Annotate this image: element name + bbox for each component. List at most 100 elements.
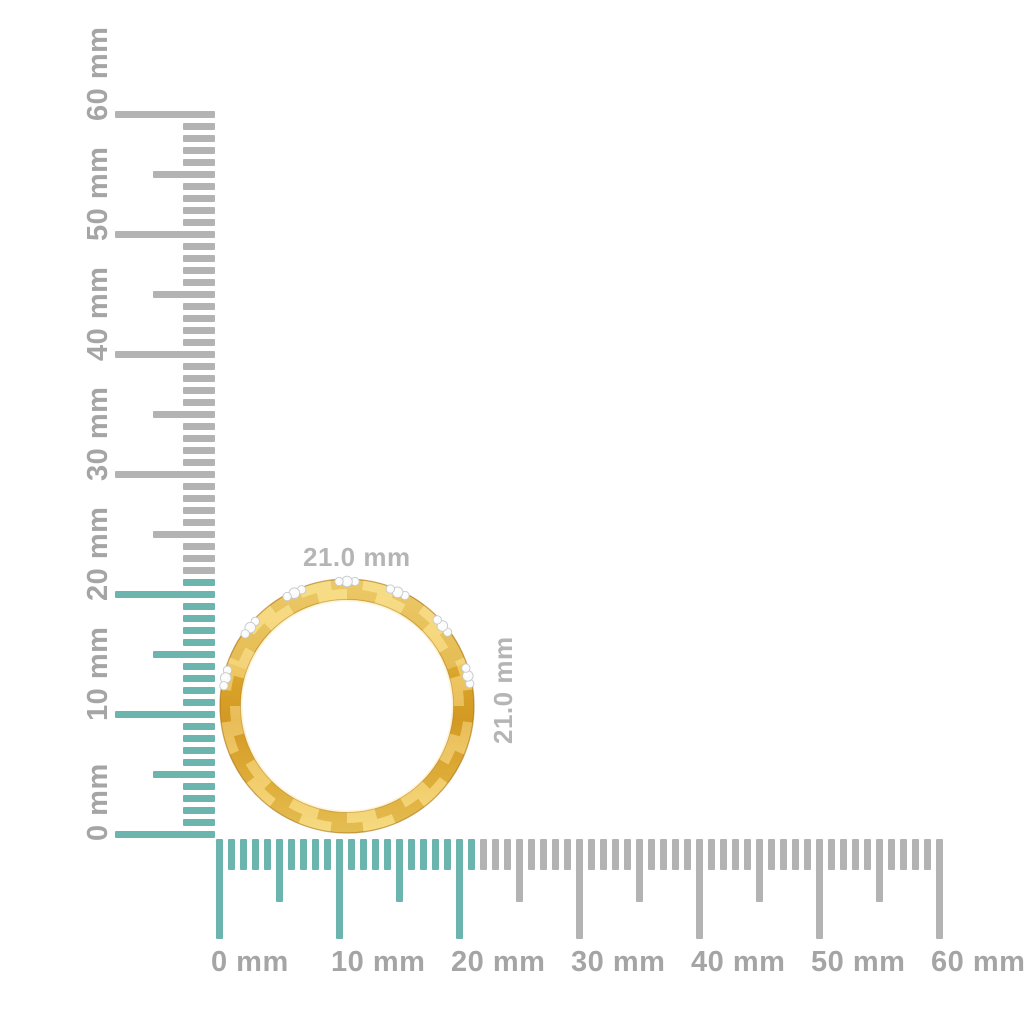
horizontal-ruler-tick bbox=[336, 839, 343, 939]
ring-facet bbox=[463, 689, 474, 723]
ring-facet bbox=[230, 706, 245, 737]
vertical-ruler-tick bbox=[115, 111, 215, 118]
vertical-ruler-tick bbox=[115, 471, 215, 478]
vertical-ruler-tick bbox=[183, 303, 215, 310]
diamond-sparkle bbox=[439, 622, 444, 628]
vertical-ruler-tick bbox=[183, 483, 215, 490]
vertical-ruler-tick bbox=[183, 159, 215, 166]
horizontal-ruler-tick bbox=[504, 839, 511, 870]
horizontal-ruler-tick bbox=[552, 839, 559, 870]
ring-rim bbox=[240, 599, 454, 813]
vertical-ruler-tick bbox=[183, 219, 215, 226]
horizontal-ruler-tick bbox=[864, 839, 871, 870]
ring-facet bbox=[264, 604, 294, 631]
ring-facet bbox=[298, 814, 332, 832]
horizontal-ruler-tick bbox=[468, 839, 475, 870]
ring-facet bbox=[288, 798, 320, 820]
vertical-ruler-tick bbox=[115, 711, 215, 718]
vertical-ruler-tick bbox=[153, 531, 215, 538]
ring-facet bbox=[330, 822, 364, 833]
horizontal-ruler-tick bbox=[792, 839, 799, 870]
ring-facet bbox=[391, 798, 425, 824]
horizontal-ruler-tick bbox=[420, 839, 427, 870]
horizontal-ruler-tick bbox=[876, 839, 883, 902]
horizontal-ruler-tick bbox=[348, 839, 355, 870]
ring-facet bbox=[288, 592, 320, 614]
ring-facet bbox=[233, 733, 255, 765]
vertical-ruler-tick bbox=[183, 315, 215, 322]
horizontal-ruler-tick bbox=[372, 839, 379, 870]
horizontal-ruler-tick bbox=[936, 839, 943, 939]
diamond-sparkle bbox=[222, 674, 227, 680]
vertical-ruler-tick bbox=[183, 495, 215, 502]
vertical-ruler-tick bbox=[183, 279, 215, 286]
horizontal-ruler-label: 0 mm bbox=[211, 946, 289, 978]
vertical-ruler-tick bbox=[183, 615, 215, 622]
horizontal-ruler-tick bbox=[816, 839, 823, 939]
horizontal-ruler-tick bbox=[540, 839, 547, 870]
vertical-ruler-label: 60 mm bbox=[82, 26, 114, 121]
vertical-ruler-tick bbox=[183, 195, 215, 202]
vertical-ruler-tick bbox=[183, 819, 215, 826]
ring-facet bbox=[449, 706, 464, 737]
diamond-sparkle bbox=[221, 683, 225, 687]
horizontal-ruler-tick bbox=[432, 839, 439, 870]
ring-band bbox=[220, 579, 474, 833]
ring-facet bbox=[439, 750, 465, 784]
ring-facet bbox=[245, 623, 272, 653]
vertical-ruler-tick bbox=[183, 243, 215, 250]
vertical-ruler-label: 50 mm bbox=[82, 146, 114, 241]
horizontal-ruler-tick bbox=[672, 839, 679, 870]
horizontal-ruler-tick bbox=[480, 839, 487, 870]
vertical-ruler-tick bbox=[183, 543, 215, 550]
diamond-sparkle bbox=[224, 667, 229, 671]
vertical-ruler-tick bbox=[183, 747, 215, 754]
horizontal-ruler-tick bbox=[516, 839, 523, 902]
horizontal-ruler-label: 20 mm bbox=[451, 946, 546, 978]
vertical-ruler-tick bbox=[183, 447, 215, 454]
horizontal-ruler-tick bbox=[564, 839, 571, 870]
vertical-ruler-tick bbox=[183, 699, 215, 706]
vertical-ruler-tick bbox=[183, 639, 215, 646]
horizontal-ruler-tick bbox=[636, 839, 643, 902]
ring-height-dimension-label: 21.0 mm bbox=[488, 636, 518, 744]
horizontal-ruler-tick bbox=[576, 839, 583, 939]
ring-facet bbox=[246, 777, 276, 807]
ring-facet bbox=[455, 721, 473, 755]
horizontal-ruler-tick bbox=[324, 839, 331, 870]
vertical-ruler-tick bbox=[183, 123, 215, 130]
vertical-ruler-tick bbox=[183, 363, 215, 370]
diamond-sparkle bbox=[464, 672, 469, 677]
horizontal-ruler-tick bbox=[312, 839, 319, 870]
ring-width-dimension-label: 21.0 mm bbox=[303, 542, 411, 572]
ring-facet bbox=[245, 759, 272, 789]
vertical-ruler-tick bbox=[115, 831, 215, 838]
vertical-ruler-tick bbox=[183, 603, 215, 610]
vertical-ruler-tick bbox=[183, 183, 215, 190]
diamond-sparkle bbox=[387, 586, 392, 590]
horizontal-ruler-tick bbox=[888, 839, 895, 870]
vertical-ruler-tick bbox=[153, 171, 215, 178]
horizontal-ruler-label: 10 mm bbox=[331, 946, 426, 978]
ring-facet bbox=[374, 592, 406, 614]
horizontal-ruler-tick bbox=[444, 839, 451, 870]
horizontal-ruler-tick bbox=[900, 839, 907, 870]
vertical-ruler-tick bbox=[183, 687, 215, 694]
diamond-sparkle bbox=[298, 587, 303, 591]
vertical-ruler-label: 20 mm bbox=[82, 506, 114, 601]
vertical-ruler-tick bbox=[183, 507, 215, 514]
horizontal-ruler-tick bbox=[768, 839, 775, 870]
horizontal-ruler-tick bbox=[600, 839, 607, 870]
vertical-ruler-tick bbox=[183, 207, 215, 214]
vertical-ruler-tick bbox=[183, 375, 215, 382]
ring-facet bbox=[221, 721, 239, 755]
diamond-sparkle bbox=[291, 590, 296, 595]
vertical-ruler-tick bbox=[153, 411, 215, 418]
ring-facet bbox=[400, 604, 430, 631]
horizontal-ruler-tick bbox=[924, 839, 931, 870]
horizontal-ruler-tick bbox=[384, 839, 391, 870]
horizontal-ruler-label: 30 mm bbox=[571, 946, 666, 978]
diamond-sparkle bbox=[352, 578, 356, 583]
vertical-ruler-tick bbox=[183, 807, 215, 814]
ring-facet bbox=[316, 589, 347, 604]
